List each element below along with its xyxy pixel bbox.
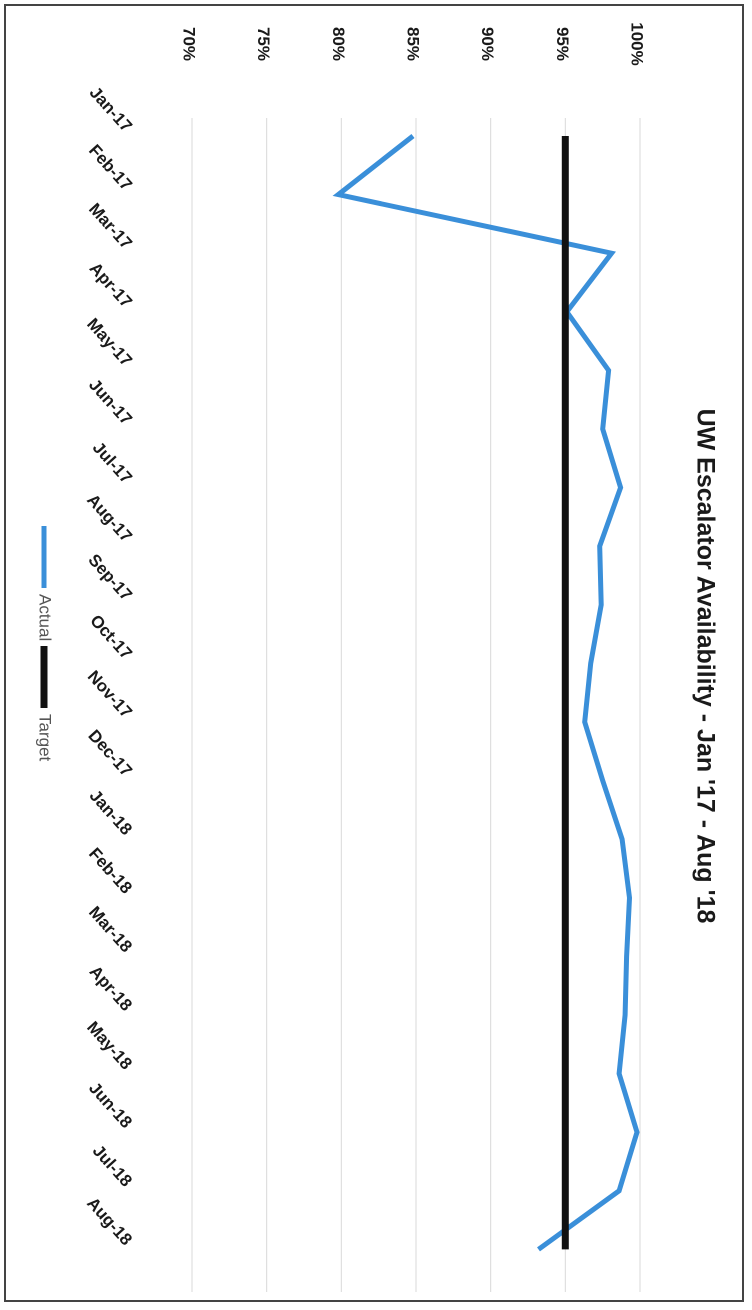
x-category-label: Apr-18 — [86, 962, 136, 1015]
x-category-label: Jan-18 — [86, 786, 136, 839]
x-category-label: Oct-17 — [86, 611, 136, 663]
legend-label-actual: Actual — [36, 594, 55, 641]
x-category-label: Aug-17 — [83, 490, 136, 546]
x-category-label: Nov-17 — [84, 667, 136, 722]
y-tick-label: 90% — [478, 27, 497, 61]
x-category-label: Jan-17 — [86, 83, 136, 136]
chart-frame: 70% 75% 80% 85% 90% 95% 100% Jan-17 Feb-17 Mar-1… — [4, 4, 744, 1302]
y-tick-label: 100% — [628, 22, 647, 65]
chart-title: UW Escalator Availability - Jan '17 - Au… — [691, 409, 719, 924]
x-category-label: May-17 — [83, 315, 136, 371]
x-category-label: Feb-17 — [85, 141, 136, 194]
x-category-label: Mar-18 — [85, 903, 136, 956]
series-lines — [332, 134, 640, 1252]
y-tick-label: 70% — [180, 27, 199, 61]
y-axis-tick-labels: 70% 75% 80% 85% 90% 95% 100% — [180, 22, 647, 65]
x-category-label: Mar-17 — [85, 199, 136, 252]
x-category-label: Jun-17 — [85, 375, 136, 428]
x-category-label: Aug-18 — [83, 1194, 136, 1250]
y-tick-label: 95% — [553, 27, 572, 61]
grid-lines — [191, 118, 641, 1292]
series-line-actual — [332, 134, 640, 1252]
x-category-label: Jun-18 — [85, 1078, 136, 1131]
y-tick-label: 75% — [254, 27, 273, 61]
x-category-label: Jul-18 — [89, 1141, 136, 1190]
x-category-label: Dec-17 — [84, 726, 135, 780]
x-category-label: Feb-18 — [85, 844, 136, 897]
legend: Actual Target — [36, 526, 55, 762]
x-category-label: May-18 — [83, 1018, 136, 1074]
x-category-label: Jul-17 — [89, 438, 136, 487]
legend-label-target: Target — [36, 714, 55, 762]
y-tick-label: 80% — [329, 27, 348, 61]
y-tick-label: 85% — [404, 27, 423, 61]
chart: 70% 75% 80% 85% 90% 95% 100% Jan-17Feb-17Mar-1… — [36, 22, 719, 1292]
x-category-label: Sep-17 — [84, 550, 135, 604]
x-category-label: Apr-17 — [86, 259, 136, 312]
